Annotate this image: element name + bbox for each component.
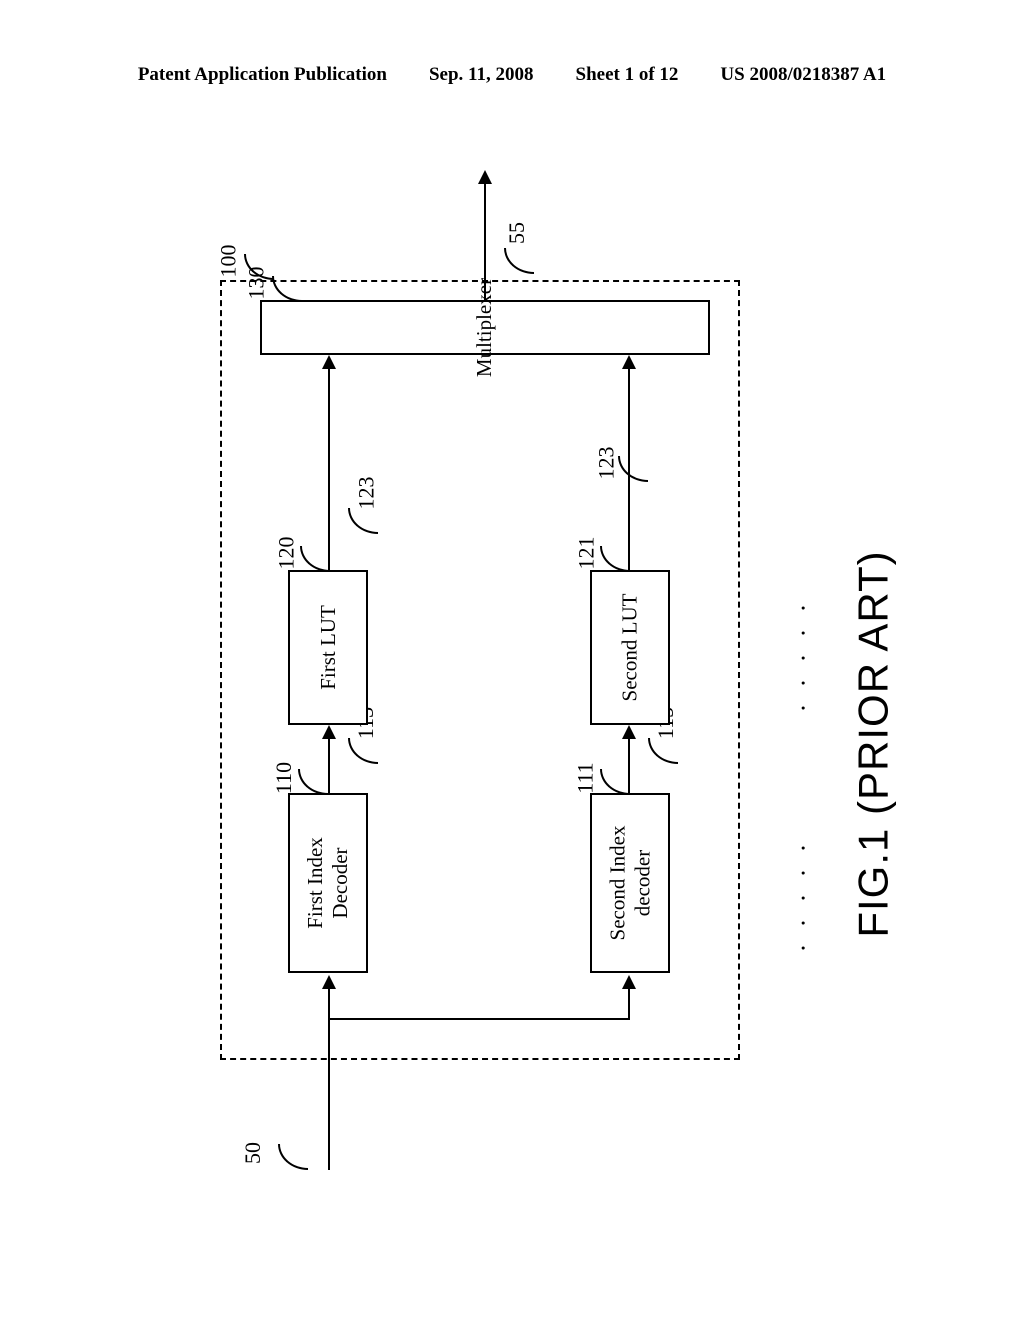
lead-50 <box>278 1144 308 1170</box>
ref-121: 121 <box>574 537 600 570</box>
second-lut-label: Second LUT <box>618 594 643 702</box>
line-123a <box>328 367 330 570</box>
branch-to-dec1 <box>328 987 330 1020</box>
multiplexer: Multiplexer <box>260 300 710 355</box>
ellipsis-decoders: . . . . . <box>781 839 811 952</box>
arrow-output <box>478 170 492 184</box>
lead-55 <box>504 248 534 274</box>
figure-1: 100 50 First Index Decoder 110 Second In… <box>100 140 924 1190</box>
ref-123a: 123 <box>354 477 380 510</box>
arrow-123a <box>322 355 336 369</box>
ref-110: 110 <box>271 762 297 794</box>
pub-date: Sep. 11, 2008 <box>429 64 534 86</box>
ref-130: 130 <box>244 267 270 300</box>
page-header: Patent Application Publication Sep. 11, … <box>0 64 1024 86</box>
second-lut: Second LUT <box>590 570 670 725</box>
first-index-decoder: First Index Decoder <box>288 793 368 973</box>
first-lut-label: First LUT <box>316 605 341 690</box>
ref-111: 111 <box>573 762 599 793</box>
pub-label: Patent Application Publication <box>138 64 387 86</box>
page: Patent Application Publication Sep. 11, … <box>0 0 1024 1320</box>
line-115 <box>628 737 630 793</box>
ref-123b: 123 <box>594 447 620 480</box>
arrow-to-dec1 <box>322 975 336 989</box>
input-inside-v <box>328 1018 330 1060</box>
arrow-to-dec2 <box>622 975 636 989</box>
figure-caption: FIG.1 (PRIOR ART) <box>850 550 898 937</box>
arrow-113 <box>322 725 336 739</box>
ref-100: 100 <box>216 245 242 278</box>
ref-120: 120 <box>274 537 300 570</box>
branch-to-dec2 <box>628 987 630 1020</box>
ref-55: 55 <box>504 222 530 244</box>
second-index-decoder-label: Second Index decoder <box>605 826 655 941</box>
input-branch-h <box>328 1018 630 1020</box>
pub-number: US 2008/0218387 A1 <box>720 64 886 86</box>
second-index-decoder: Second Index decoder <box>590 793 670 973</box>
ref-50: 50 <box>240 1142 266 1164</box>
arrow-115 <box>622 725 636 739</box>
output-line <box>484 182 486 300</box>
input-line <box>328 1060 330 1170</box>
first-lut: First LUT <box>288 570 368 725</box>
ellipsis-luts: . . . . . <box>781 599 811 712</box>
first-index-decoder-label: First Index Decoder <box>303 837 353 929</box>
sheet-number: Sheet 1 of 12 <box>576 64 679 86</box>
arrow-123b <box>622 355 636 369</box>
line-113 <box>328 737 330 793</box>
